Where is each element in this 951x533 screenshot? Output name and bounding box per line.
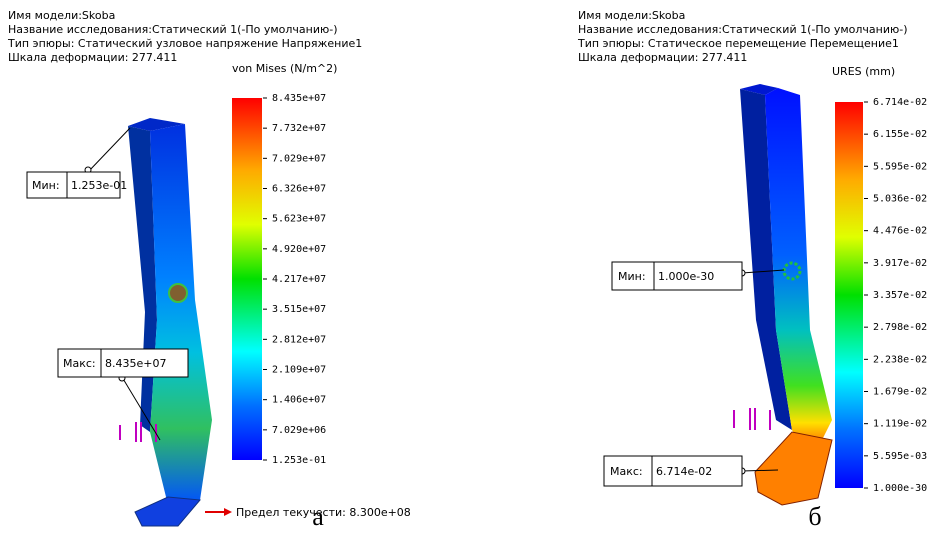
max-label: Макс: — [610, 465, 643, 478]
legend-label: 5.595e-03 — [873, 451, 927, 462]
hole — [169, 284, 187, 302]
legend-label: 2.812e+07 — [272, 334, 326, 345]
legend-label: 6.155e-02 — [873, 129, 927, 140]
legend-label: 6.326e+07 — [272, 184, 326, 195]
legend-label: 1.253e-01 — [272, 455, 326, 466]
legend-label: 7.732e+07 — [272, 123, 326, 134]
legend-label: 3.917e-02 — [873, 258, 927, 269]
legend-label: 4.217e+07 — [272, 274, 326, 285]
screenshot: Имя модели:Skoba Название исследования:С… — [0, 0, 951, 533]
min-label: Мин: — [618, 270, 646, 283]
min-label: Мин: — [32, 179, 60, 192]
legend-label: 2.238e-02 — [873, 354, 927, 365]
panel-a: Имя модели:Skoba Название исследования:С… — [7, 9, 411, 531]
legend-label: 4.920e+07 — [272, 244, 326, 255]
legend-label: 7.029e+06 — [272, 425, 326, 436]
legend-label: 3.515e+07 — [272, 304, 326, 315]
legend-label: 1.406e+07 — [272, 395, 326, 406]
min-value: 1.253e-01 — [71, 179, 127, 192]
legend-label: 1.000e-30 — [873, 483, 927, 494]
legend-label: 1.119e-02 — [873, 419, 927, 430]
color-bar — [835, 102, 863, 488]
model-face — [755, 432, 832, 505]
caption: б — [808, 502, 821, 531]
legend-label: 1.679e-02 — [873, 387, 927, 398]
legend-label: 4.476e-02 — [873, 226, 927, 237]
legend-label: 2.109e+07 — [272, 365, 326, 376]
color-bar — [232, 98, 262, 460]
header-line: Шкала деформации: 277.411 — [8, 51, 177, 64]
max-label: Макс: — [63, 357, 96, 370]
legend-label: 5.623e+07 — [272, 214, 326, 225]
legend-label: 5.036e-02 — [873, 194, 927, 205]
header-line: Название исследования:Статический 1(-По … — [8, 23, 338, 36]
legend-label: 6.714e-02 — [873, 97, 927, 108]
legend-title: URES (mm) — [832, 65, 895, 78]
header-line: Шкала деформации: 277.411 — [578, 51, 747, 64]
leader — [88, 128, 130, 172]
legend-label: 5.595e-02 — [873, 161, 927, 172]
legend-label: 2.798e-02 — [873, 322, 927, 333]
legend-title: von Mises (N/m^2) — [232, 62, 337, 75]
max-value: 8.435e+07 — [105, 357, 166, 370]
caption: а — [312, 502, 324, 531]
header-line: Тип эпюры: Статическое перемещение Перем… — [577, 37, 899, 50]
load-arrows — [734, 408, 770, 430]
header-line: Имя модели:Skoba — [578, 9, 685, 22]
legend-label: 8.435e+07 — [272, 93, 326, 104]
legend-label: 7.029e+07 — [272, 153, 326, 164]
header-line: Название исследования:Статический 1(-По … — [578, 23, 908, 36]
min-value: 1.000e-30 — [658, 270, 714, 283]
header-line: Имя модели:Skoba — [8, 9, 115, 22]
yield-arrow-head — [224, 508, 232, 516]
panel-b: Имя модели:Skoba Название исследования:С… — [577, 9, 908, 531]
max-value: 6.714e-02 — [656, 465, 712, 478]
legend-label: 3.357e-02 — [873, 290, 927, 301]
header-line: Тип эпюры: Статический узловое напряжени… — [7, 37, 362, 50]
model-face — [135, 497, 200, 526]
model-face — [150, 124, 212, 505]
